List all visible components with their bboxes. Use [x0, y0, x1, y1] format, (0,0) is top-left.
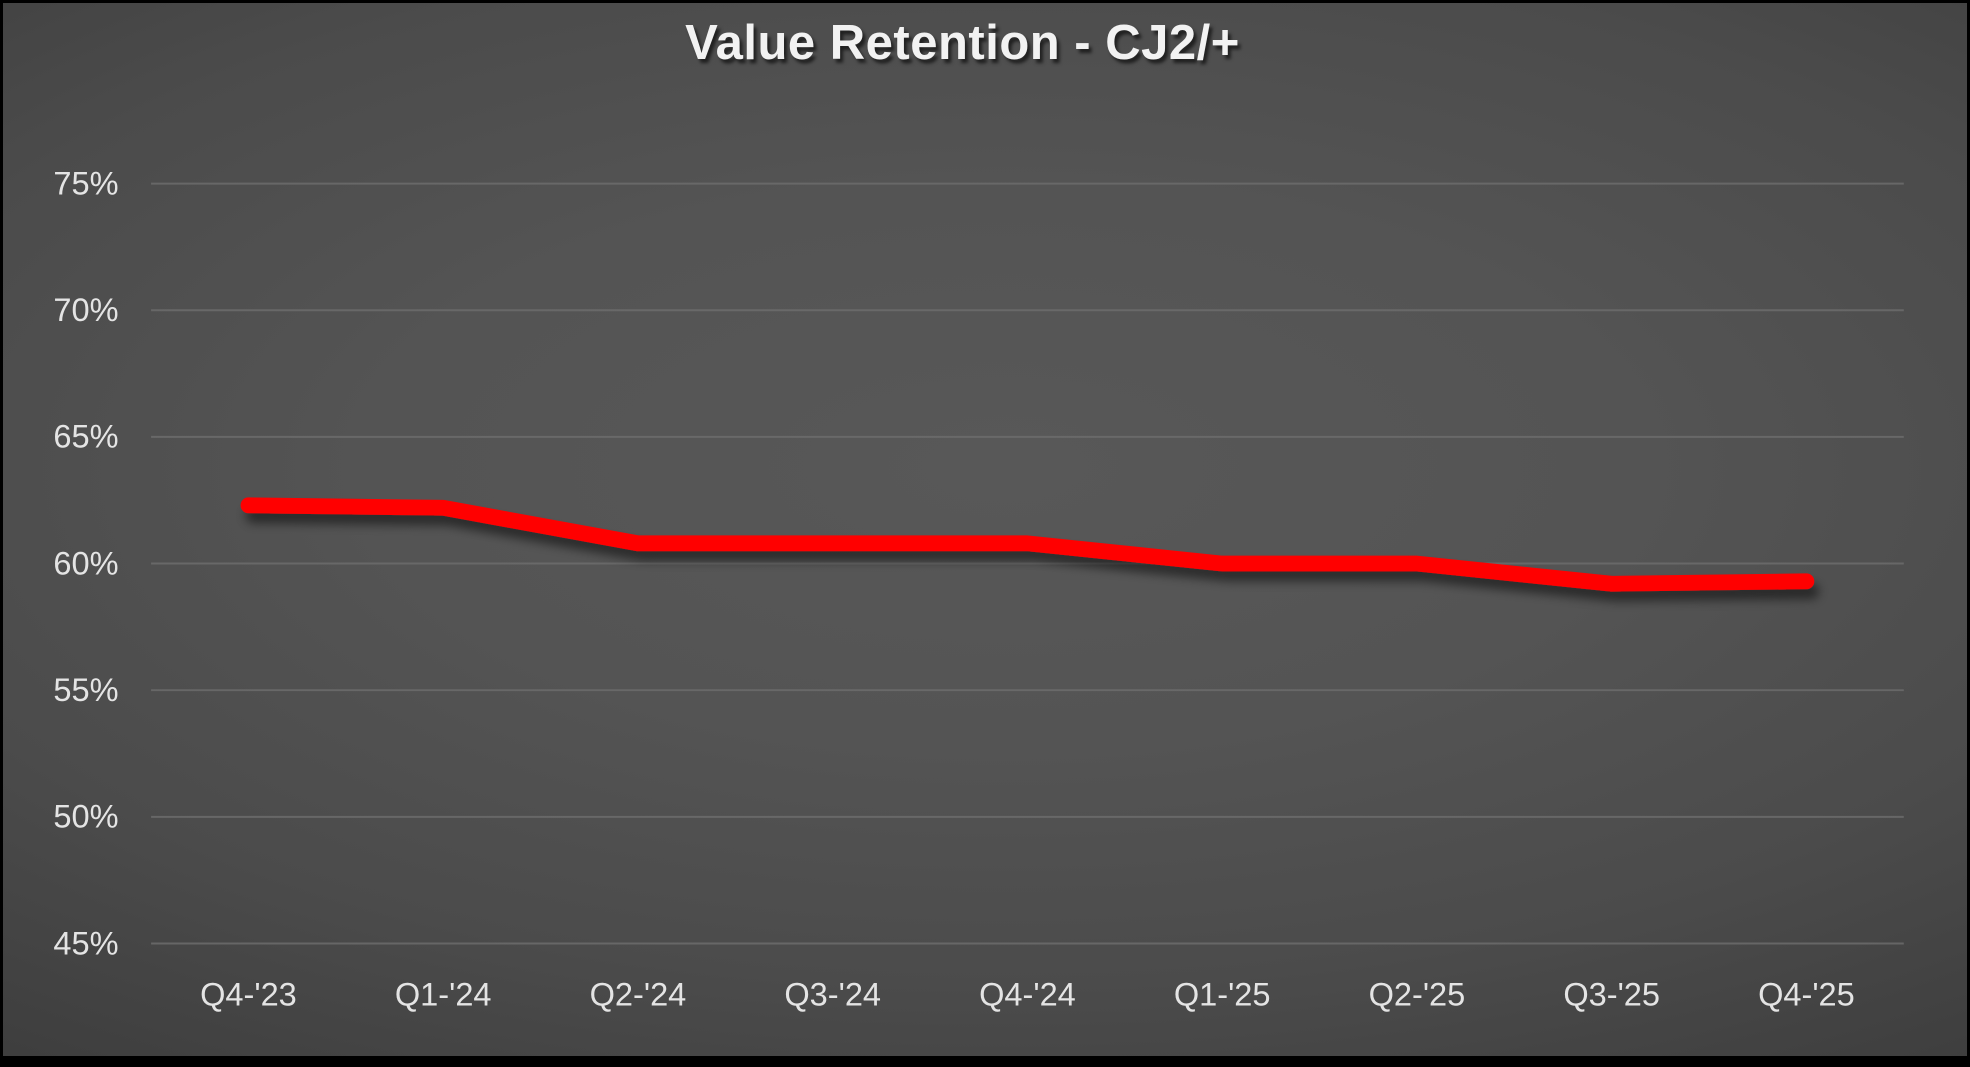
- x-tick-label: Q1-'25: [1174, 977, 1271, 1013]
- y-tick-label: 45%: [53, 925, 118, 961]
- retention-line: [240, 497, 1815, 592]
- data-series: [240, 497, 1815, 592]
- x-tick-label: Q4-'25: [1758, 977, 1855, 1013]
- y-tick-label: 50%: [53, 799, 118, 835]
- x-tick-label: Q2-'24: [590, 977, 687, 1013]
- line-chart: 45% 50% 55% 60% 65% 70% 75% Q4-'23 Q1-'24 Q2-'24…: [53, 165, 1904, 1013]
- x-tick-label: Q1-'24: [395, 977, 492, 1013]
- y-tick-label: 65%: [53, 419, 118, 455]
- chart-title: Value Retention - CJ2/+: [685, 16, 1240, 70]
- x-tick-label: Q4-'24: [979, 977, 1076, 1013]
- y-tick-label: 60%: [53, 545, 118, 581]
- x-axis-tick-labels: Q4-'23 Q1-'24 Q2-'24 Q3-'24 Q4-'24 Q1-'25 Q2-'…: [200, 977, 1855, 1013]
- x-tick-label: Q3-'25: [1563, 977, 1660, 1013]
- y-tick-label: 70%: [53, 292, 118, 328]
- y-tick-label: 75%: [53, 165, 118, 201]
- gridlines: [151, 182, 1904, 945]
- y-axis-tick-labels: 45% 50% 55% 60% 65% 70% 75%: [53, 165, 118, 961]
- y-tick-label: 55%: [53, 672, 118, 708]
- x-tick-label: Q4-'23: [200, 977, 297, 1013]
- x-tick-label: Q3-'24: [784, 977, 881, 1013]
- x-tick-label: Q2-'25: [1369, 977, 1466, 1013]
